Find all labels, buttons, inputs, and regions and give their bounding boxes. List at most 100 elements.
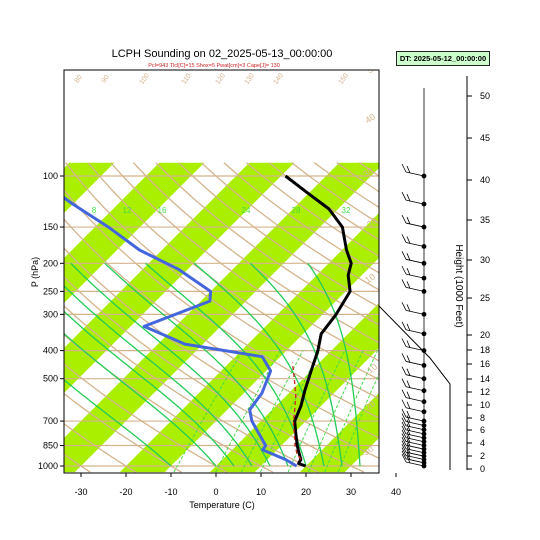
isotherm-band	[119, 213, 379, 473]
wind-barb-flag	[401, 444, 407, 453]
y-tick-label: 850	[43, 441, 58, 451]
wind-barb-shaft	[405, 461, 425, 467]
chart-subtitle: Pcl=943 Tlcl[C]=15 Shox=5 Pwat[cm]=3 Cap…	[148, 63, 280, 69]
wind-barb-flag	[406, 340, 411, 348]
wind-barb-flag	[406, 439, 411, 447]
dry-adiabat	[64, 363, 228, 473]
wind-barb-shaft	[405, 433, 425, 439]
height-tick-label: 12	[480, 387, 490, 397]
height-tick-label: 30	[480, 255, 490, 265]
x-tick-label: 0	[213, 487, 218, 497]
moist-adiabat	[64, 332, 217, 467]
wind-barb-flag	[406, 368, 411, 376]
dry-adiabat	[64, 334, 274, 473]
wind-barb-shaft	[405, 448, 425, 454]
x-tick-label: 40	[391, 487, 401, 497]
mixing-ratio-line	[337, 372, 379, 473]
wind-barb-flag	[401, 437, 407, 446]
moist-adiabat-label: 0	[365, 313, 375, 324]
dry-adiabat	[64, 189, 379, 419]
wind-barb-flag	[406, 427, 411, 436]
y-tick-label: 200	[43, 258, 58, 268]
wind-barb-shaft	[405, 329, 425, 335]
dry-adiabat	[132, 162, 379, 344]
dry-adiabat-label: 80	[74, 74, 84, 84]
wind-barb-shaft	[405, 199, 425, 205]
series-temperature	[284, 174, 353, 468]
y-tick-label: 1000	[38, 461, 58, 471]
wind-barb-flag	[406, 355, 411, 363]
height-tick-label: 35	[480, 215, 490, 225]
wind-barb-shaft	[405, 444, 425, 450]
wind-barb-flag	[406, 423, 411, 432]
x-tick-label: -20	[119, 487, 132, 497]
dry-adiabat-label: 100	[139, 72, 151, 86]
wind-barb-flag	[401, 447, 407, 456]
wind-barb-shaft	[405, 258, 425, 264]
datetime-badge: DT: 2025-05-12_00:00:00	[396, 51, 490, 66]
isotherm-band	[209, 302, 379, 473]
height-tick-label: 2	[480, 451, 485, 461]
moist-adiabat	[64, 310, 235, 467]
mixing-ratio-line	[287, 350, 346, 473]
wind-barb-flag	[401, 265, 407, 275]
x-tick-label: 10	[256, 487, 266, 497]
dry-adiabat	[155, 162, 379, 326]
wind-barb-flag	[401, 321, 407, 330]
wind-barb-flag	[401, 366, 407, 375]
isotherm-band	[480, 163, 540, 472]
x-tick-label: -10	[164, 487, 177, 497]
moist-adiabat-label: 40	[363, 111, 377, 125]
dry-adiabat	[64, 392, 182, 473]
moist-adiabat-label: -10	[363, 361, 379, 377]
wind-barb-flag	[406, 216, 411, 225]
x-axis-label: Temperature (C)	[189, 500, 255, 510]
wind-barb-shaft	[405, 386, 425, 392]
dry-adiabat	[65, 162, 379, 400]
wind-barb-flag	[401, 399, 407, 408]
mixing-ratio-label: 12	[123, 206, 132, 215]
wind-barb-shaft	[405, 273, 425, 279]
isotherm-band	[64, 162, 115, 213]
wind-barb-flag	[406, 236, 411, 244]
wind-barb-flag	[401, 453, 407, 463]
moist-adiabat-label: 20	[365, 215, 379, 229]
moist-adiabats	[64, 262, 361, 467]
height-tick-label: 10	[480, 400, 490, 410]
height-tick-label: 18	[480, 345, 490, 355]
wind-barb-flag	[401, 429, 407, 438]
wind-barb-flag	[401, 408, 407, 418]
y-tick-label: 500	[43, 374, 58, 384]
wind-barb-shaft	[405, 416, 425, 422]
y-tick-label: 100	[43, 171, 58, 181]
axes: -30 -20 -10 0 10 20 30 401001502002503004005007…	[38, 171, 401, 497]
mixing-ratio-line	[324, 350, 378, 473]
wind-barb-flag	[406, 410, 411, 419]
wind-barb-flag	[401, 450, 407, 459]
dry-adiabat-label: 110	[181, 72, 193, 85]
wind-barb-flag	[406, 253, 411, 261]
wind-barb-shaft	[405, 374, 425, 380]
wind-barb-flag	[406, 401, 411, 409]
wind-barb-flag	[401, 191, 407, 201]
wind-barb-flag	[401, 440, 407, 449]
moist-adiabat	[193, 262, 325, 467]
wind-panel-outline	[378, 298, 451, 470]
mixing-ratio-line	[173, 350, 243, 473]
dry-adiabat-label: 130	[244, 72, 256, 86]
dry-adiabat	[0, 163, 45, 472]
plot-frame	[63, 69, 380, 474]
wind-barb-flag	[401, 214, 407, 224]
moist-adiabat-label: 30	[361, 165, 375, 179]
x-tick-label: 30	[346, 487, 356, 497]
moist-adiabat	[70, 262, 271, 467]
dry-adiabat-label: 150	[338, 72, 350, 86]
height-tick-label: 6	[480, 425, 485, 435]
wind-barb-flag	[406, 435, 411, 443]
height-tick-label: 25	[480, 293, 490, 303]
height-tick-label: 20	[480, 330, 490, 340]
wind-barb-flag	[406, 419, 411, 427]
wind-barb-flag	[406, 431, 411, 439]
isotherm-band	[0, 163, 24, 472]
wind-barb-flag	[401, 353, 407, 362]
